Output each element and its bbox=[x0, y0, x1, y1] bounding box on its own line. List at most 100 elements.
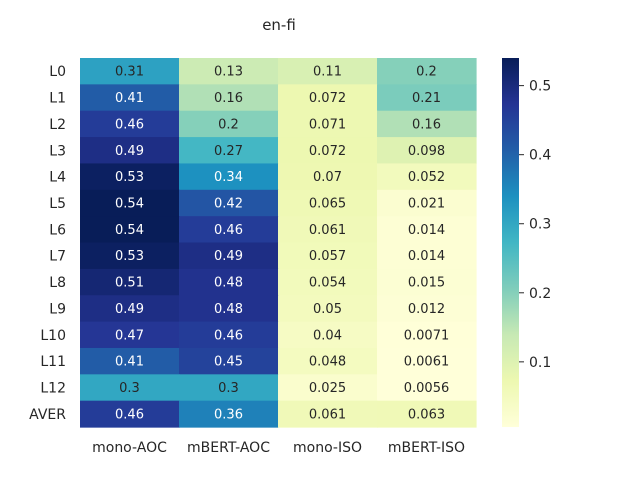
cell-value-label: 0.015 bbox=[408, 276, 445, 291]
heatmap-cell bbox=[278, 374, 378, 402]
cell-value-label: 0.012 bbox=[408, 302, 445, 317]
heatmap-cell bbox=[80, 58, 180, 85]
cell-value-label: 0.41 bbox=[115, 355, 144, 370]
cell-value-label: 0.061 bbox=[309, 407, 346, 422]
cell-value-label: 0.31 bbox=[115, 65, 144, 80]
heatmap-cell bbox=[80, 347, 180, 375]
cell-value-label: 0.36 bbox=[214, 407, 243, 422]
heatmap-cell bbox=[377, 347, 477, 375]
cell-value-label: 0.49 bbox=[115, 302, 144, 317]
heatmap-cell bbox=[80, 374, 180, 402]
row-label: L0 bbox=[49, 64, 66, 80]
cell-value-label: 0.3 bbox=[218, 381, 239, 396]
cell-value-label: 0.54 bbox=[115, 223, 144, 238]
heatmap-cell bbox=[377, 110, 477, 138]
cell-value-label: 0.072 bbox=[309, 91, 346, 106]
heatmap-cell bbox=[377, 189, 477, 217]
cell-value-label: 0.014 bbox=[408, 223, 445, 238]
cell-value-label: 0.3 bbox=[119, 381, 140, 396]
heatmap-cell bbox=[179, 216, 279, 244]
heatmap-cell bbox=[179, 295, 279, 323]
cell-value-label: 0.061 bbox=[309, 223, 346, 238]
row-label: AVER bbox=[29, 407, 66, 423]
cell-value-label: 0.16 bbox=[412, 117, 441, 132]
heatmap-cell bbox=[377, 216, 477, 244]
cell-value-label: 0.45 bbox=[214, 355, 243, 370]
colorbar-tick-label: 0.2 bbox=[529, 286, 551, 302]
cell-value-label: 0.48 bbox=[214, 276, 243, 291]
heatmap-cell bbox=[377, 268, 477, 296]
chart-title: en-fi bbox=[262, 16, 296, 34]
heatmap-cell bbox=[278, 216, 378, 244]
heatmap-cell bbox=[80, 321, 180, 349]
heatmap-cell bbox=[179, 268, 279, 296]
cell-value-label: 0.0061 bbox=[404, 355, 450, 370]
heatmap-cell bbox=[278, 347, 378, 375]
heatmap-cell bbox=[278, 268, 378, 296]
cell-value-label: 0.49 bbox=[115, 144, 144, 159]
row-label: L9 bbox=[49, 301, 66, 317]
heatmap-cell bbox=[80, 137, 180, 165]
heatmap-cell bbox=[179, 163, 279, 191]
heatmap-cell bbox=[179, 137, 279, 165]
heatmap-cell bbox=[80, 189, 180, 217]
cell-value-label: 0.048 bbox=[309, 355, 346, 370]
row-label: L5 bbox=[49, 196, 66, 212]
heatmap-cell bbox=[179, 242, 279, 270]
row-labels: L0 L1 L2 L3 L4 L5 L6 L7 L8 L9 L10 L11 L12 AVER bbox=[29, 64, 66, 423]
cell-value-label: 0.42 bbox=[214, 196, 243, 211]
cell-value-label: 0.49 bbox=[214, 249, 243, 264]
heatmap-cell bbox=[377, 242, 477, 270]
heatmap-cell bbox=[377, 163, 477, 191]
row-label: L6 bbox=[49, 222, 66, 238]
heatmap-cell bbox=[278, 58, 378, 85]
cell-value-label: 0.054 bbox=[309, 276, 346, 291]
cell-value-label: 0.53 bbox=[115, 170, 144, 185]
cell-value-label: 0.025 bbox=[309, 381, 346, 396]
row-label: L3 bbox=[49, 143, 66, 159]
cell-value-label: 0.11 bbox=[313, 65, 342, 80]
heatmap-cell bbox=[80, 216, 180, 244]
cell-value-label: 0.052 bbox=[408, 170, 445, 185]
row-label: L11 bbox=[40, 354, 66, 370]
column-label: mono-AOC bbox=[92, 440, 167, 456]
cell-value-label: 0.13 bbox=[214, 65, 243, 80]
heatmap-cell bbox=[80, 295, 180, 323]
heatmap-cell bbox=[278, 110, 378, 138]
cell-value-label: 0.27 bbox=[214, 144, 243, 159]
cell-value-label: 0.16 bbox=[214, 91, 243, 106]
cell-value-label: 0.0056 bbox=[404, 381, 450, 396]
heatmap-cell bbox=[179, 347, 279, 375]
heatmap-cells: 0.31 0.13 0.11 0.2 0.41 0.16 0.072 0.21 0.46 0.2 0… bbox=[80, 58, 477, 428]
heatmap-cell bbox=[80, 84, 180, 112]
heatmap-cell bbox=[179, 400, 279, 428]
row-label: L7 bbox=[49, 249, 66, 265]
column-label: mono-ISO bbox=[293, 440, 362, 456]
colorbar-gradient bbox=[502, 58, 519, 428]
cell-value-label: 0.065 bbox=[309, 196, 346, 211]
cell-value-label: 0.48 bbox=[214, 302, 243, 317]
heatmap-cell bbox=[377, 295, 477, 323]
cell-value-label: 0.46 bbox=[214, 223, 243, 238]
cell-value-label: 0.071 bbox=[309, 117, 346, 132]
row-label: L4 bbox=[49, 170, 66, 186]
heatmap-cell bbox=[179, 321, 279, 349]
cell-value-label: 0.46 bbox=[214, 328, 243, 343]
column-labels: mono-AOC mBERT-AOC mono-ISO mBERT-ISO bbox=[92, 440, 465, 456]
heatmap-cell bbox=[179, 58, 279, 85]
heatmap-cell bbox=[377, 374, 477, 402]
heatmap-cell bbox=[179, 374, 279, 402]
cell-value-label: 0.04 bbox=[313, 328, 342, 343]
colorbar-tick-label: 0.3 bbox=[529, 217, 551, 233]
heatmap-cell bbox=[278, 189, 378, 217]
heatmap-cell bbox=[377, 137, 477, 165]
cell-value-label: 0.41 bbox=[115, 91, 144, 106]
cell-value-label: 0.34 bbox=[214, 170, 243, 185]
heatmap-cell bbox=[80, 242, 180, 270]
cell-value-label: 0.07 bbox=[313, 170, 342, 185]
heatmap-cell bbox=[278, 295, 378, 323]
cell-value-label: 0.46 bbox=[115, 117, 144, 132]
heatmap-cell bbox=[278, 242, 378, 270]
heatmap-cell bbox=[377, 400, 477, 428]
row-label: L2 bbox=[49, 117, 66, 133]
